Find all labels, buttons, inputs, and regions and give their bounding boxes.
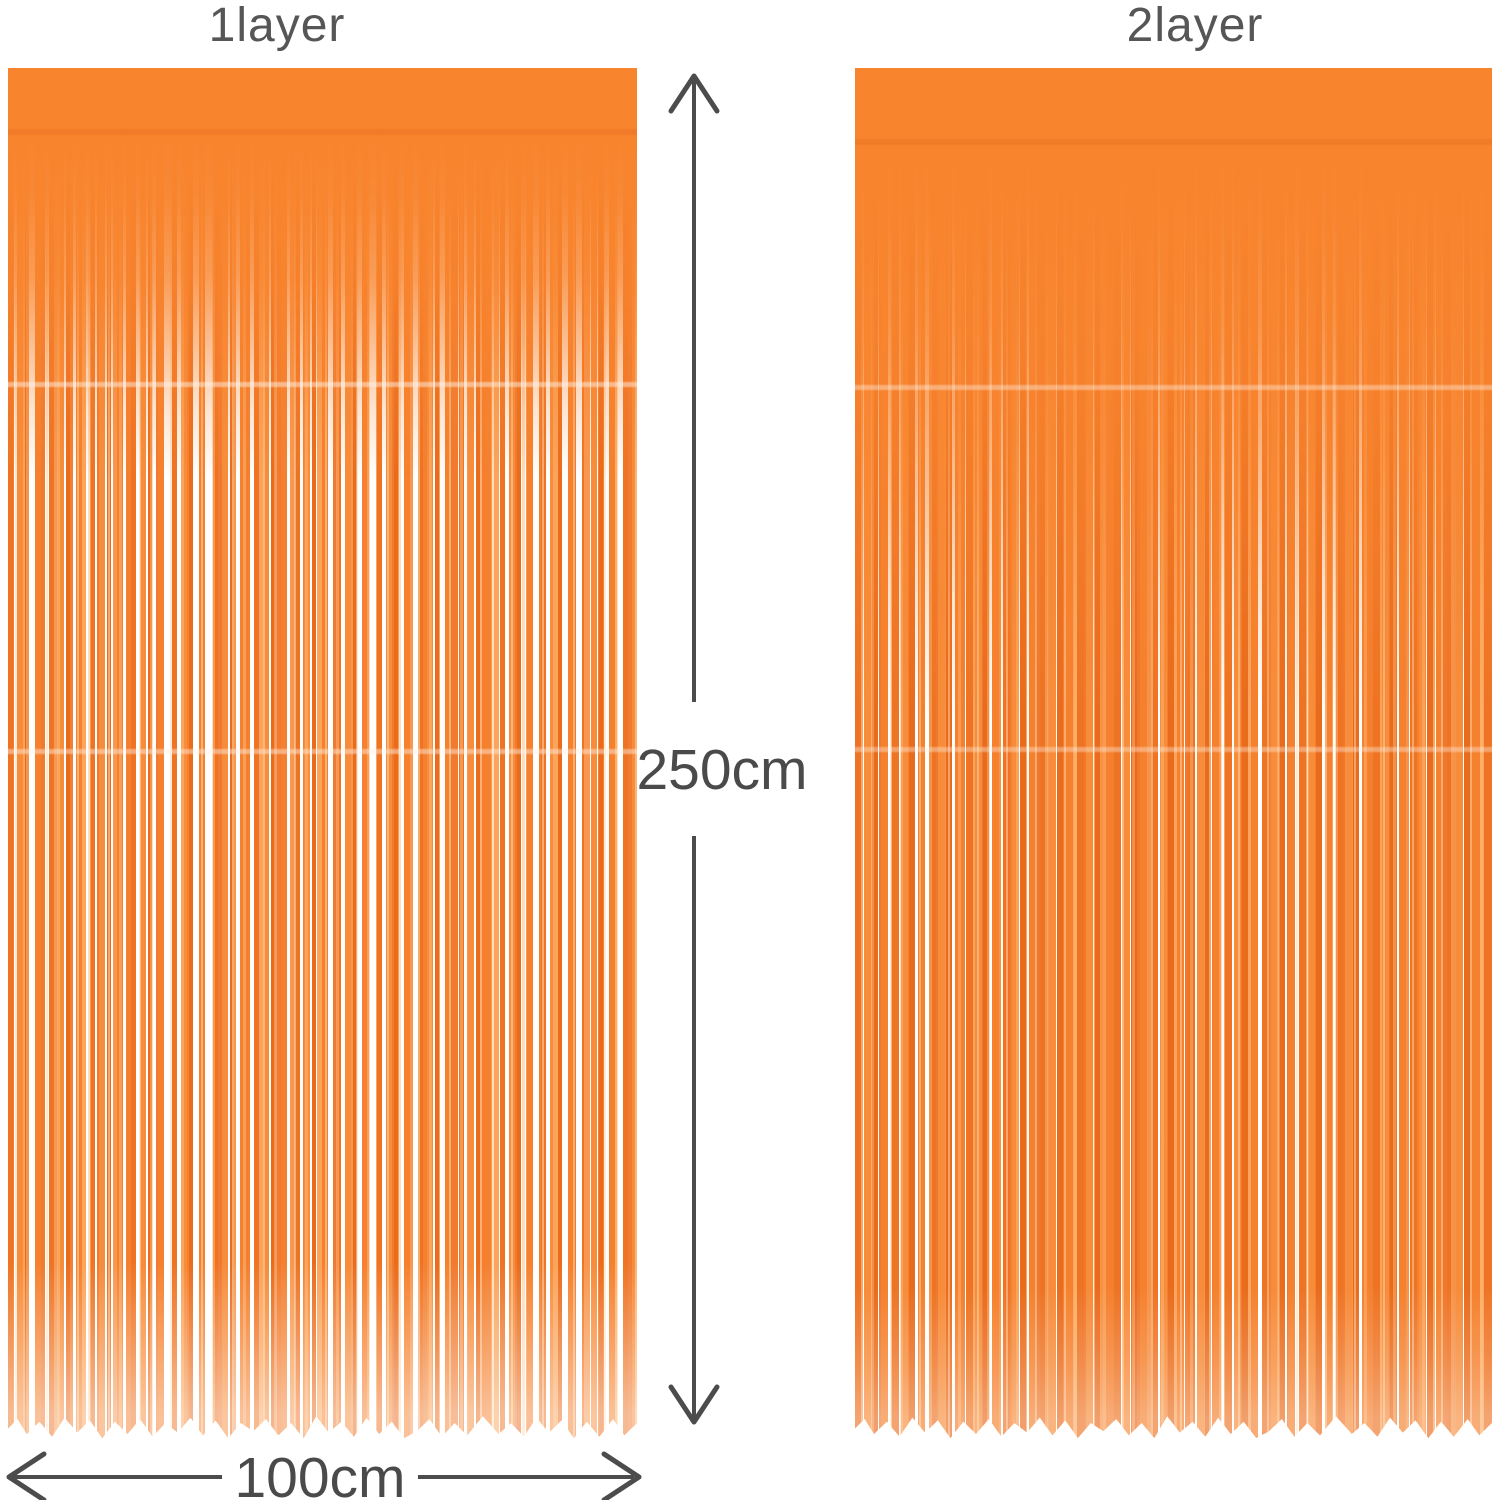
height-dimension-label: 250cm [636,738,807,802]
left-curtain-label: 1layer [208,0,346,52]
right-curtain-label: 2layer [1126,0,1264,52]
height-dimension-arrow [668,73,720,1425]
foil-fringe-curtain-2layer [855,68,1492,1438]
foil-fringe-curtain-1layer [8,68,637,1438]
width-dimension-arrow [6,1451,642,1500]
width-dimension-label: 100cm [234,1446,405,1500]
